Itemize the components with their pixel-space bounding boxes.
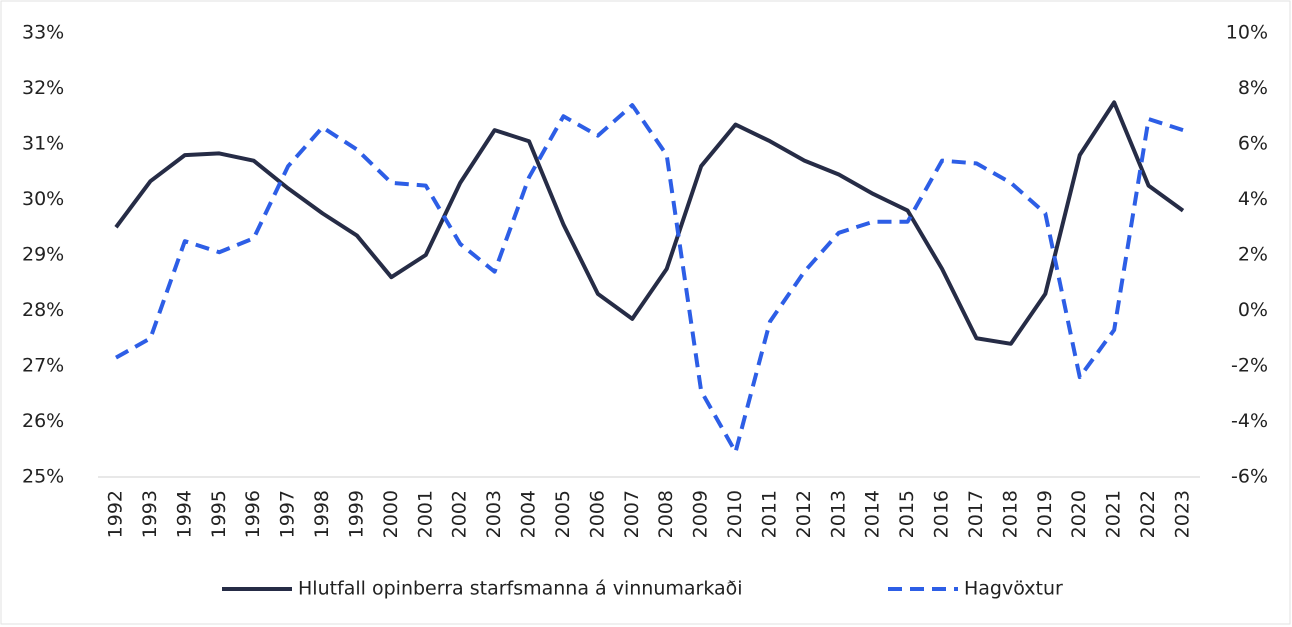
y-tick-label: 31%: [22, 133, 64, 155]
series-line: [115, 103, 1184, 455]
x-tick-label: 2007: [621, 490, 643, 538]
x-tick-label: 2015: [896, 490, 918, 538]
y-tick-label: 28%: [22, 299, 64, 321]
x-tick-label: 2023: [1172, 490, 1194, 538]
x-tick-label: 2012: [793, 490, 815, 538]
x-tick-label: 1993: [139, 490, 161, 538]
y-tick-label: 27%: [22, 355, 64, 377]
x-tick-label: 1992: [105, 490, 127, 538]
y2-tick-label: 10%: [1226, 22, 1268, 44]
y2-tick-label: -4%: [1231, 410, 1268, 432]
x-tick-label: 2022: [1137, 490, 1159, 538]
y-tick-label: 32%: [22, 77, 64, 99]
legend-label: Hagvöxtur: [964, 578, 1063, 600]
x-tick-label: 2010: [724, 490, 746, 538]
x-tick-label: 2005: [552, 490, 574, 538]
y2-tick-label: -6%: [1231, 466, 1268, 488]
y2-tick-label: 4%: [1238, 188, 1268, 210]
y2-tick-label: 8%: [1238, 77, 1268, 99]
x-tick-label: 2021: [1103, 490, 1125, 538]
x-tick-label: 2017: [965, 490, 987, 538]
x-tick-label: 2009: [690, 490, 712, 538]
x-tick-label: 1996: [242, 490, 264, 538]
x-tick-label: 2000: [380, 490, 402, 538]
legend-label: Hlutfall opinberra starfsmanna á vinnuma…: [298, 578, 743, 600]
y2-tick-label: 0%: [1238, 299, 1268, 321]
y-tick-label: 26%: [22, 410, 64, 432]
y2-tick-label: -2%: [1231, 355, 1268, 377]
x-tick-label: 2020: [1068, 490, 1090, 538]
x-tick-label: 2004: [518, 490, 540, 538]
x-tick-label: 2013: [827, 490, 849, 538]
y2-tick-label: 2%: [1238, 244, 1268, 266]
x-tick-label: 2019: [1034, 490, 1056, 538]
x-tick-label: 1999: [345, 490, 367, 538]
y-tick-label: 33%: [22, 22, 64, 44]
x-tick-label: 2011: [758, 490, 780, 538]
y2-tick-label: 6%: [1238, 133, 1268, 155]
x-tick-label: 2008: [655, 490, 677, 538]
x-tick-label: 1997: [277, 490, 299, 538]
y-tick-label: 30%: [22, 188, 64, 210]
series-line: [114, 100, 1185, 346]
x-tick-label: 2014: [862, 490, 884, 538]
x-tick-label: 1994: [173, 490, 195, 538]
x-tick-label: 2018: [999, 490, 1021, 538]
x-tick-label: 2001: [414, 490, 436, 538]
x-tick-label: 2003: [483, 490, 505, 538]
x-tick-label: 2006: [586, 490, 608, 538]
x-tick-label: 1998: [311, 490, 333, 538]
x-tick-label: 2016: [931, 490, 953, 538]
y-tick-label: 29%: [22, 244, 64, 266]
y-tick-label: 25%: [22, 466, 64, 488]
x-tick-label: 2002: [449, 490, 471, 538]
x-tick-label: 1995: [208, 490, 230, 538]
